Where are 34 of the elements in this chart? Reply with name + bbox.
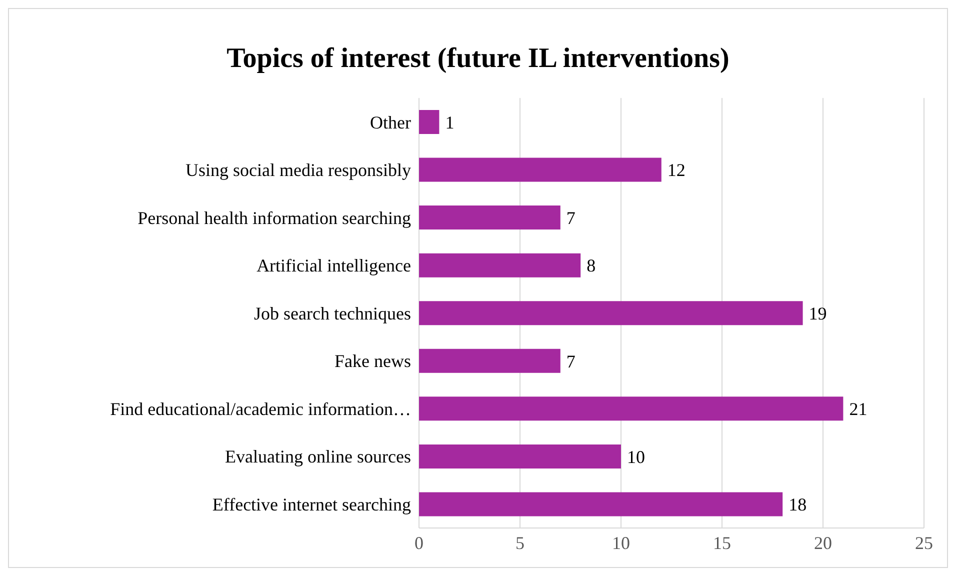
y-tick-label: Find educational/academic information… (110, 398, 411, 419)
y-tick-label: Other (370, 112, 412, 132)
bar (419, 158, 662, 182)
bar (419, 110, 440, 134)
x-tick-label: 0 (414, 532, 424, 553)
y-tick-label: Effective internet searching (212, 494, 411, 514)
x-tick-label: 25 (915, 532, 933, 553)
y-tick-label: Job search techniques (254, 303, 411, 324)
data-label: 18 (788, 494, 807, 515)
bar (419, 253, 581, 278)
bar (419, 492, 783, 516)
data-label: 10 (627, 446, 645, 467)
data-label: 1 (445, 112, 454, 132)
data-label: 7 (566, 351, 576, 372)
x-tick-label: 15 (713, 532, 731, 553)
bar (419, 348, 560, 373)
data-label: 7 (566, 208, 576, 228)
chart-title: Topics of interest (future IL interventions) (226, 42, 730, 76)
bar (419, 396, 844, 421)
bar (419, 444, 621, 468)
data-label: 21 (849, 399, 868, 420)
bar (419, 301, 803, 326)
data-label: 12 (667, 160, 686, 180)
y-tick-label: Using social media responsibly (186, 160, 411, 180)
x-tick-label: 10 (612, 532, 630, 553)
y-tick-label: Artificial intelligence (256, 256, 412, 276)
x-tick-label: 20 (814, 532, 832, 553)
bar (419, 206, 560, 230)
y-tick-label: Personal health information searching (138, 208, 411, 228)
y-tick-label: Evaluating online sources (225, 446, 411, 467)
x-tick-label: 5 (516, 532, 524, 553)
y-tick-label: Fake news (334, 351, 411, 372)
data-label: 8 (586, 256, 596, 276)
data-label: 19 (808, 304, 827, 324)
